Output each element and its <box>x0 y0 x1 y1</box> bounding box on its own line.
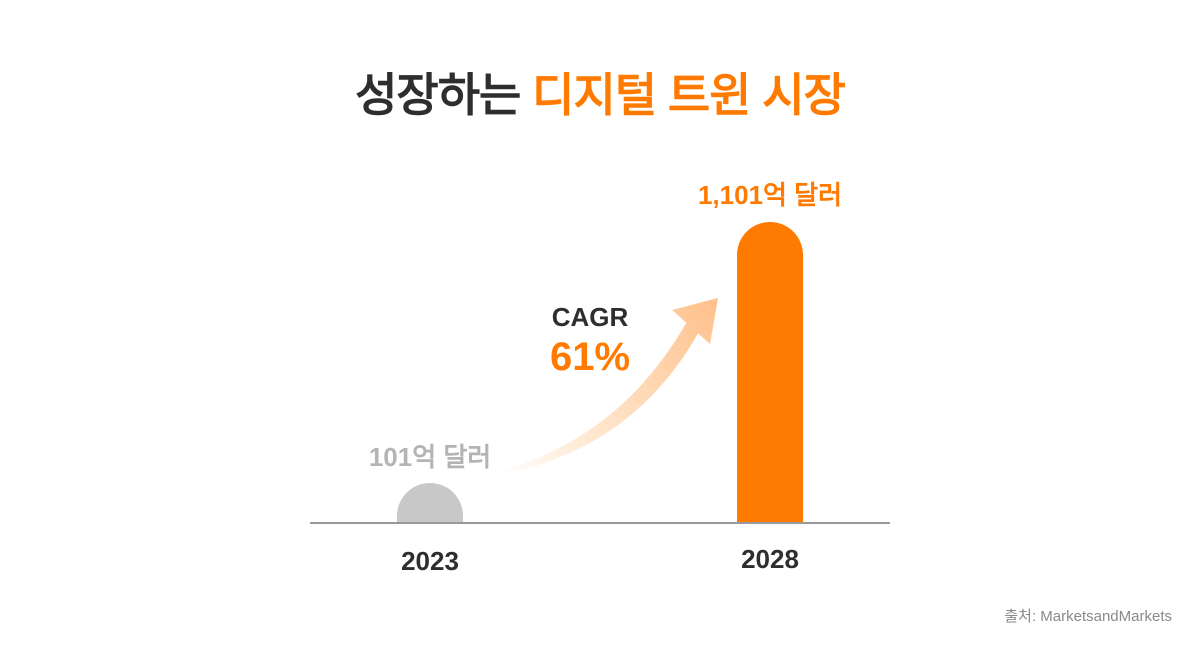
growth-arrow-icon <box>495 298 718 476</box>
x-tick-label-2023: 2023 <box>401 546 459 576</box>
source-note: 출처: MarketsandMarkets <box>1004 608 1172 625</box>
bar-value-label-2023: 101억 달러 <box>369 442 491 472</box>
x-tick-label-2028: 2028 <box>741 544 799 574</box>
bar-value-label-2028: 1,101억 달러 <box>698 180 842 210</box>
cagr-label: CAGR <box>552 302 629 332</box>
title-part-1: 성장하는 <box>355 69 521 121</box>
cagr-value: 61% <box>550 335 630 379</box>
chart-title: 성장하는 디지털 트윈 시장 <box>0 68 1200 123</box>
title-part-2: 디지털 트윈 시장 <box>532 69 846 121</box>
bar-2028 <box>737 222 803 522</box>
bar-2023 <box>397 483 463 522</box>
